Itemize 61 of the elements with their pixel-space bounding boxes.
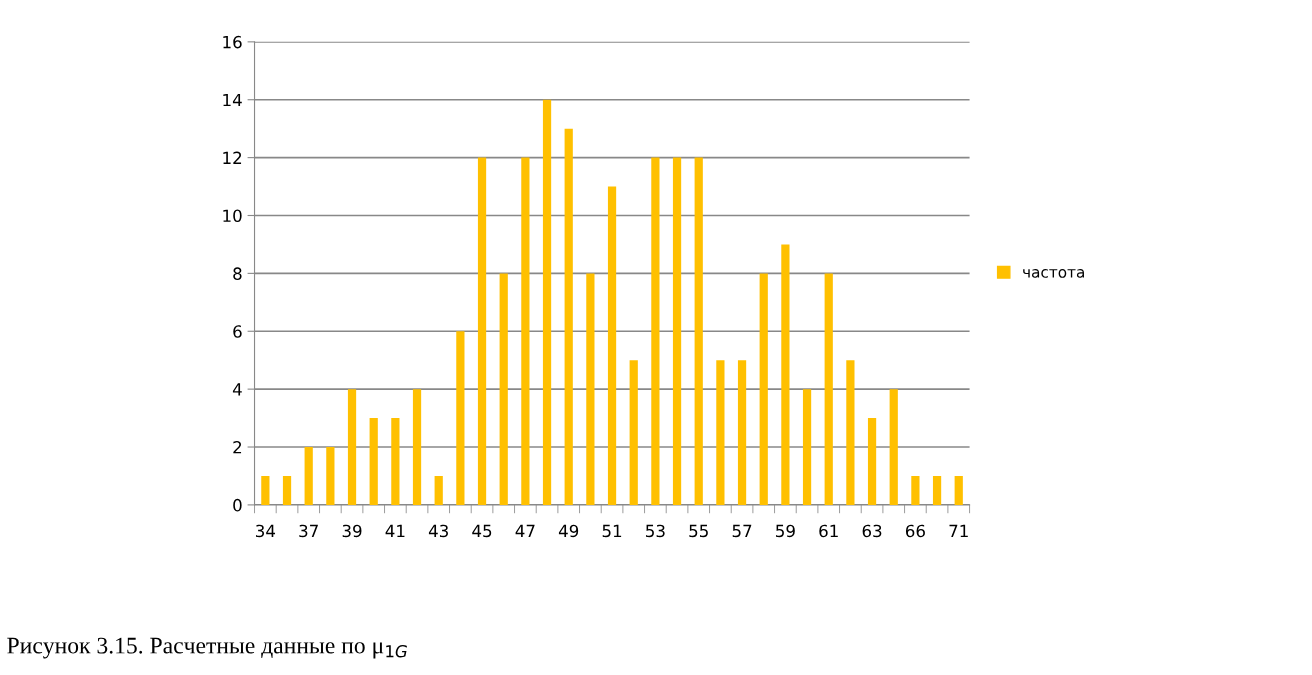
x-tick-label: 71 <box>949 524 968 538</box>
bar <box>802 389 812 505</box>
bar <box>369 418 378 505</box>
bar <box>737 360 747 505</box>
y-tick-label: 14 <box>223 93 242 107</box>
y-tick-label: 10 <box>223 209 242 223</box>
bar <box>456 331 465 505</box>
y-tick-label: 6 <box>233 325 242 338</box>
bar <box>672 157 682 505</box>
y-tick-label: 12 <box>223 151 242 164</box>
bar <box>304 447 313 505</box>
x-tick-label: 59 <box>776 524 795 538</box>
bar <box>932 475 942 505</box>
bar <box>347 389 357 505</box>
bar <box>781 244 790 505</box>
bar <box>954 475 963 505</box>
bar <box>261 475 270 505</box>
bar <box>651 157 660 505</box>
x-tick-label: 41 <box>385 524 405 538</box>
bar <box>282 475 292 505</box>
bar <box>412 389 422 505</box>
bar <box>564 128 573 505</box>
bar <box>846 360 855 505</box>
x-tick-label: 39 <box>342 524 362 538</box>
y-tick-label: 8 <box>233 267 242 280</box>
bar <box>824 273 833 505</box>
y-tick-label: 16 <box>223 35 242 49</box>
bar <box>586 273 595 505</box>
text: Рисунок 3.15. Расчетные данные по μ$_{1G}$ <box>7 637 407 659</box>
bar <box>326 447 335 505</box>
x-tick-label: 61 <box>819 524 838 538</box>
bar <box>521 157 530 505</box>
x-tick-label: 49 <box>558 524 579 538</box>
x-tick-label: 63 <box>862 524 882 538</box>
x-tick-label: 53 <box>646 524 665 538</box>
x-tick-label: 34 <box>256 524 276 538</box>
bar <box>694 157 703 505</box>
bar <box>434 475 443 505</box>
x-tick-label: 43 <box>428 524 448 538</box>
x-tick-label: 47 <box>515 524 535 538</box>
y-tick-label: 0 <box>233 498 242 512</box>
bar <box>629 360 638 505</box>
y-tick-label: 2 <box>233 440 242 454</box>
bar <box>499 273 508 505</box>
bar <box>477 157 487 505</box>
bar <box>391 418 400 505</box>
x-tick-label: 45 <box>472 524 492 538</box>
bar <box>889 389 898 505</box>
bar <box>867 418 877 505</box>
x-tick-label: 55 <box>689 524 708 538</box>
bar <box>759 273 768 505</box>
x-tick-label: 66 <box>905 524 925 538</box>
bar <box>607 186 617 505</box>
bar <box>911 475 920 505</box>
x-tick-label: 57 <box>732 524 752 538</box>
bar <box>716 360 725 505</box>
legend-label: частота <box>1023 269 1084 278</box>
y-tick-label: 4 <box>232 383 242 396</box>
x-tick-label: 51 <box>602 524 622 538</box>
x-tick-label: 37 <box>299 524 318 538</box>
bar <box>542 99 552 505</box>
